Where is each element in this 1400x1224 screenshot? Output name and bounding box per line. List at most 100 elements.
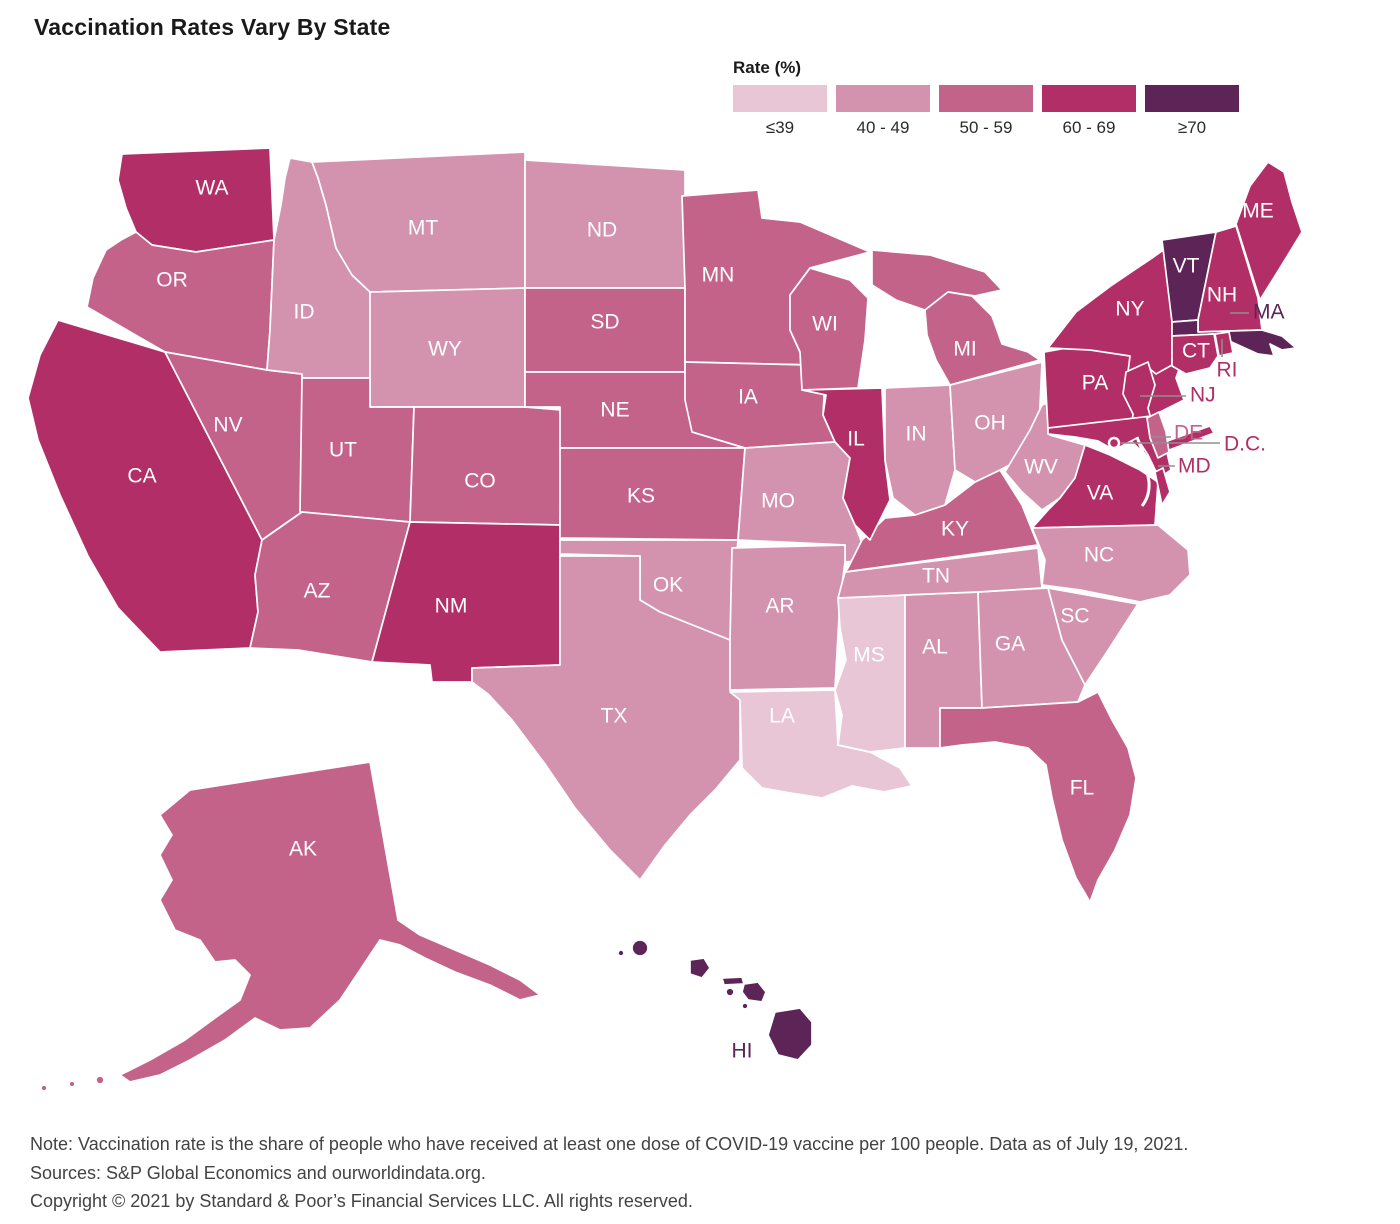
label-sd: SD xyxy=(590,311,619,334)
state-connecticut xyxy=(1171,333,1219,375)
label-wa: WA xyxy=(195,177,228,200)
label-mi: MI xyxy=(953,338,976,361)
label-id: ID xyxy=(294,301,315,324)
legend-bin: ≤39 xyxy=(733,85,827,138)
state-colorado xyxy=(409,406,563,526)
label-hi: HI xyxy=(732,1040,753,1063)
state-indiana xyxy=(884,384,956,516)
legend-label-60-69: 60 - 69 xyxy=(1062,118,1116,137)
state-florida xyxy=(939,691,1137,903)
state-hawaii-big-island xyxy=(767,1007,813,1061)
label-al: AL xyxy=(922,636,948,659)
legend: Rate (%) ≤39 40 - 49 50 - 59 60 - 69 ≥70 xyxy=(733,58,1239,138)
label-nd: ND xyxy=(587,219,617,242)
state-west-virginia xyxy=(1004,399,1086,511)
label-tn: TN xyxy=(922,565,950,588)
label-tx: TX xyxy=(601,705,628,728)
state-hawaii-lanai xyxy=(725,987,735,997)
label-ct: CT xyxy=(1182,340,1210,363)
state-michigan-lower xyxy=(924,291,1041,386)
state-alaska-island xyxy=(95,1075,105,1085)
label-oh: OH xyxy=(974,412,1006,435)
label-ok: OK xyxy=(653,574,683,597)
label-mo: MO xyxy=(761,490,795,513)
state-south-carolina xyxy=(1047,587,1139,686)
footnotes: Note: Vaccination rate is the share of p… xyxy=(30,1130,1188,1216)
state-alaska xyxy=(119,761,541,1083)
state-arkansas xyxy=(729,544,846,691)
label-ak: AK xyxy=(289,838,317,861)
legend-bin: 40 - 49 xyxy=(836,85,930,138)
label-ms: MS xyxy=(853,644,885,667)
label-de: DE xyxy=(1174,422,1203,445)
legend-scale: ≤39 40 - 49 50 - 59 60 - 69 ≥70 xyxy=(733,85,1239,138)
legend-swatch-40-49 xyxy=(836,85,930,112)
state-delaware xyxy=(1146,411,1170,459)
state-rhode-island xyxy=(1214,331,1234,357)
state-virginia-eastern-shore xyxy=(1154,467,1171,506)
label-ga: GA xyxy=(995,633,1025,656)
state-hawaii-niihau xyxy=(617,949,625,957)
state-alaska-island xyxy=(40,1084,48,1092)
label-fl: FL xyxy=(1070,777,1095,800)
state-texas xyxy=(471,555,741,881)
label-vt: VT xyxy=(1173,255,1200,278)
label-md: MD xyxy=(1178,455,1211,478)
chesapeake-bay xyxy=(1135,436,1151,507)
label-sc: SC xyxy=(1060,605,1089,628)
copyright-line: Copyright © 2021 by Standard & Poor’s Fi… xyxy=(30,1191,693,1211)
note-line: Note: Vaccination rate is the share of p… xyxy=(30,1134,1189,1154)
label-nh: NH xyxy=(1207,284,1237,307)
label-ri: RI xyxy=(1217,359,1238,382)
label-wv: WV xyxy=(1024,456,1058,479)
state-maine xyxy=(1235,161,1303,301)
state-north-carolina xyxy=(1031,524,1191,603)
legend-bin: ≥70 xyxy=(1145,85,1239,138)
legend-swatch-ge70 xyxy=(1145,85,1239,112)
label-ne: NE xyxy=(600,399,629,422)
label-nv: NV xyxy=(213,414,242,437)
label-mt: MT xyxy=(408,217,438,240)
dc-marker xyxy=(1107,436,1121,450)
state-hawaii-molokai xyxy=(721,976,745,986)
label-la: LA xyxy=(769,705,795,728)
legend-title: Rate (%) xyxy=(733,58,802,77)
legend-label-50-59: 50 - 59 xyxy=(959,118,1013,137)
label-in: IN xyxy=(906,423,927,446)
label-nj: NJ xyxy=(1190,384,1216,407)
legend-bin: 50 - 59 xyxy=(939,85,1033,138)
legend-label-40-49: 40 - 49 xyxy=(856,118,910,137)
state-hawaii-kahoolawe xyxy=(741,1002,749,1010)
label-mn: MN xyxy=(702,264,735,287)
label-az: AZ xyxy=(304,580,331,603)
state-wisconsin xyxy=(789,267,869,391)
label-ny: NY xyxy=(1115,298,1144,321)
label-or: OR xyxy=(156,269,188,292)
label-pa: PA xyxy=(1082,372,1108,395)
state-hawaii-maui xyxy=(741,981,767,1003)
label-wy: WY xyxy=(428,338,462,361)
label-ar: AR xyxy=(765,595,794,618)
label-ks: KS xyxy=(627,485,655,508)
state-arizona xyxy=(249,511,411,663)
legend-swatch-60-69 xyxy=(1042,85,1136,112)
state-hawaii-oahu xyxy=(689,957,711,979)
label-co: CO xyxy=(464,470,496,493)
label-me: ME xyxy=(1242,200,1274,223)
state-mississippi xyxy=(834,594,906,753)
legend-label-ge70: ≥70 xyxy=(1177,118,1207,137)
label-ky: KY xyxy=(941,518,969,541)
label-dc: D.C. xyxy=(1224,433,1266,456)
state-tennessee xyxy=(837,547,1043,599)
label-il: IL xyxy=(847,428,865,451)
state-hawaii-kauai xyxy=(631,939,649,957)
legend-bin: 60 - 69 xyxy=(1042,85,1136,138)
state-alaska-island xyxy=(68,1080,76,1088)
legend-swatch-50-59 xyxy=(939,85,1033,112)
label-va: VA xyxy=(1087,482,1113,505)
label-ia: IA xyxy=(738,386,758,409)
page-title: Vaccination Rates Vary By State xyxy=(34,14,391,40)
label-ma: MA xyxy=(1253,301,1285,324)
